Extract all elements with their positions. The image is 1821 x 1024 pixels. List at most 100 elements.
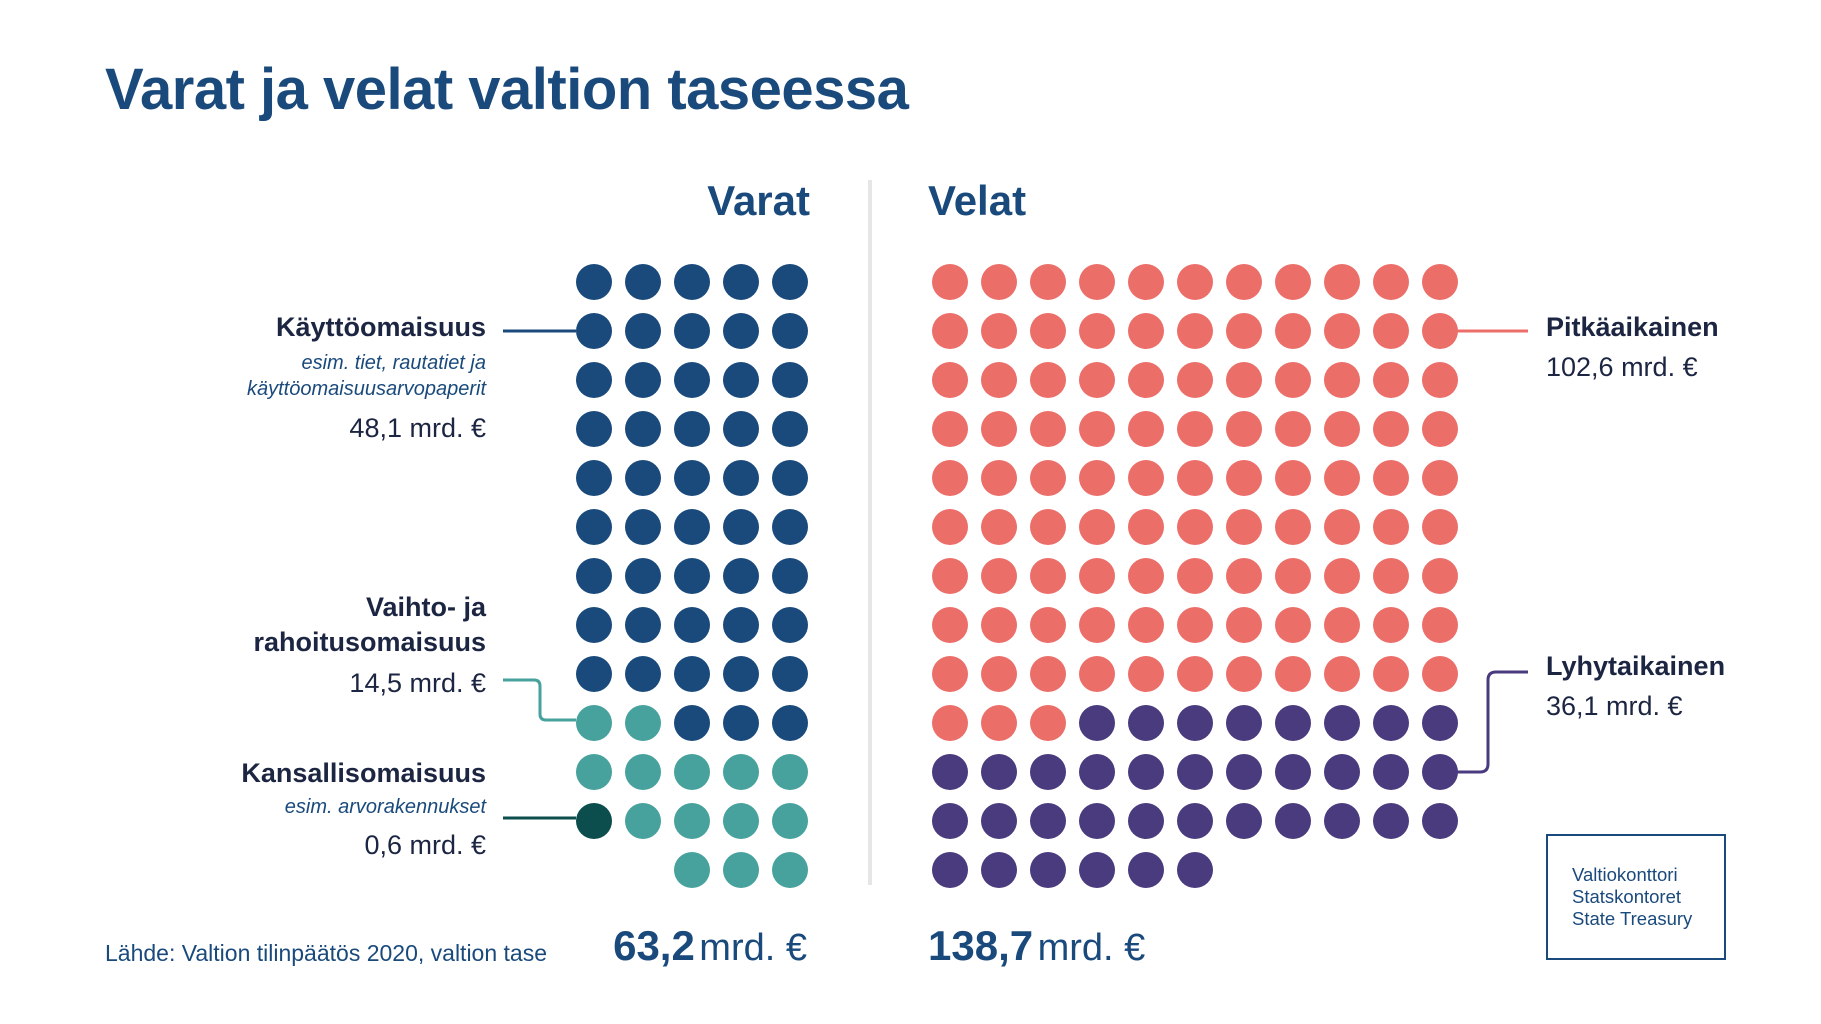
asset-dot-kaytto [772,656,808,692]
liability-dot-pitka [1275,362,1311,398]
liability-dot-pitka [1177,607,1213,643]
liability-dot-pitka [1373,558,1409,594]
liability-dot-pitka [1275,558,1311,594]
asset-dot-kaytto [772,558,808,594]
liability-dot-pitka [1275,509,1311,545]
liability-dot-pitka [1373,607,1409,643]
liability-dot-lyhyt [1079,705,1115,741]
liability-dot-pitka [1128,656,1164,692]
lyhytaikainen-value: 36,1 mrd. € [1546,691,1683,721]
liability-dot-pitka [1177,313,1213,349]
liability-dot-pitka [1324,656,1360,692]
assets-total-value: 63,2 [613,922,695,969]
liability-dot-pitka [981,460,1017,496]
asset-dot-vaihto [674,754,710,790]
liability-dot-pitka [932,509,968,545]
asset-dot-vaihto [674,803,710,839]
liability-dot-pitka [1373,264,1409,300]
liability-dot-pitka [1226,411,1262,447]
liability-dot-lyhyt [1226,803,1262,839]
asset-dot-kaytto [723,264,759,300]
page-title: Varat ja velat valtion taseessa [105,57,909,122]
liability-dot-pitka [981,411,1017,447]
liability-dot-pitka [1324,264,1360,300]
asset-dot-vaihto [625,705,661,741]
liability-dot-pitka [1324,411,1360,447]
asset-dot-vaihto [723,803,759,839]
liability-dot-pitka [1373,656,1409,692]
liability-dot-pitka [1128,411,1164,447]
asset-dot-kaytto [576,313,612,349]
liability-dot-pitka [1226,460,1262,496]
kansallisomaisuus-note: esim. arvorakennukset [284,796,486,818]
asset-dot-vaihto [625,754,661,790]
assets-heading: Varat [707,177,810,224]
kayttoomaisuus-label: Käyttöomaisuus [275,312,486,342]
asset-dot-kaytto [576,411,612,447]
liability-dot-pitka [1030,313,1066,349]
asset-dot-vaihto [772,754,808,790]
liability-dot-pitka [1079,264,1115,300]
liability-dot-pitka [1373,313,1409,349]
vaihto-label-line2: rahoitusomaisuus [253,627,486,657]
liability-dot-lyhyt [981,754,1017,790]
liability-dot-pitka [932,411,968,447]
liability-dot-pitka [932,656,968,692]
asset-dot-kaytto [674,411,710,447]
liability-dot-lyhyt [932,754,968,790]
liability-dot-pitka [981,656,1017,692]
asset-dot-kaytto [674,509,710,545]
asset-dot-kaytto [674,656,710,692]
asset-dot-kaytto [772,313,808,349]
liability-dot-pitka [1177,656,1213,692]
liability-dot-lyhyt [1030,852,1066,888]
liability-dot-lyhyt [1422,705,1458,741]
liability-dot-pitka [1079,313,1115,349]
liabilities-total: 138,7 mrd. € [928,922,1145,970]
liability-dot-lyhyt [1030,754,1066,790]
liability-dot-pitka [1079,656,1115,692]
liability-dot-lyhyt [1177,754,1213,790]
liability-dot-lyhyt [1030,803,1066,839]
liability-dot-pitka [932,264,968,300]
liability-dot-lyhyt [1373,803,1409,839]
asset-dot-kaytto [674,460,710,496]
assets-total-unit: mrd. € [699,927,807,969]
liability-dot-pitka [1128,509,1164,545]
liabilities-total-unit: mrd. € [1037,927,1146,969]
asset-dot-kansallis [576,803,612,839]
vaihto-label-line1: Vaihto- ja [365,592,486,622]
liability-dot-pitka [1422,313,1458,349]
asset-dot-kaytto [723,705,759,741]
liability-dot-lyhyt [1177,852,1213,888]
assets-dot-group [576,264,808,888]
liability-dot-pitka [1226,313,1262,349]
liability-dot-lyhyt [1128,754,1164,790]
liability-dot-lyhyt [1324,705,1360,741]
asset-dot-kaytto [576,362,612,398]
connector-lines [503,329,1528,820]
liability-dot-lyhyt [981,803,1017,839]
kansallisomaisuus-value: 0,6 mrd. € [364,830,486,860]
liability-dot-pitka [1324,558,1360,594]
liability-dot-pitka [1030,607,1066,643]
liability-dot-pitka [1079,460,1115,496]
liability-dot-pitka [1373,362,1409,398]
asset-dot-kaytto [723,607,759,643]
liability-dot-lyhyt [1079,852,1115,888]
liability-dot-pitka [1079,607,1115,643]
liability-dot-pitka [1422,607,1458,643]
asset-dot-kaytto [723,509,759,545]
liability-dot-pitka [1128,460,1164,496]
asset-dot-kaytto [576,656,612,692]
liability-dot-pitka [1422,558,1458,594]
asset-dot-kaytto [625,558,661,594]
asset-dot-kaytto [674,558,710,594]
asset-dot-kaytto [625,460,661,496]
asset-dot-kaytto [772,362,808,398]
liability-dot-pitka [1324,607,1360,643]
asset-dot-kaytto [576,607,612,643]
liability-dot-pitka [1030,411,1066,447]
liability-dot-pitka [1422,362,1458,398]
asset-dot-kaytto [576,558,612,594]
